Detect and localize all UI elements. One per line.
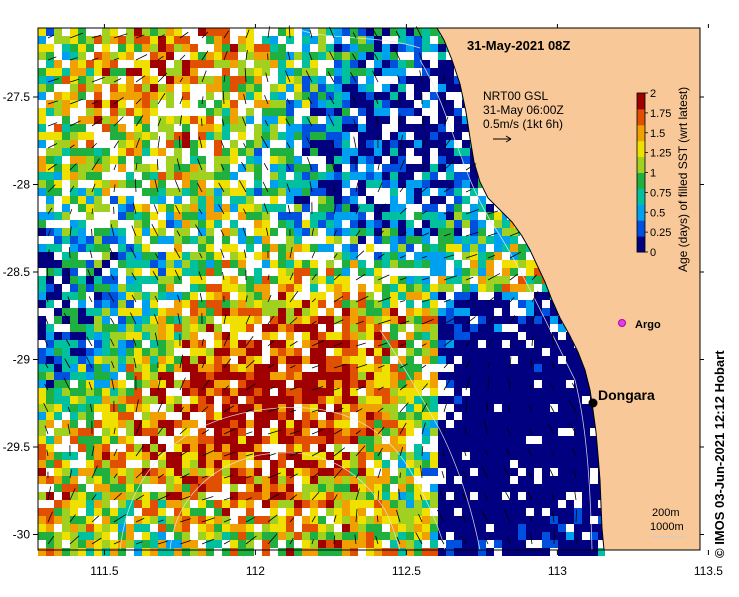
credit-text: © IMOS 03-Jun-2021 12:12 Hobart bbox=[712, 350, 727, 558]
colorbar-tick-label: 0.75 bbox=[650, 187, 671, 199]
colorbar-segment bbox=[637, 93, 645, 109]
colorbar-tick-label: 0.25 bbox=[650, 227, 671, 239]
y-tick-label: -29.5 bbox=[3, 440, 31, 454]
colorbar-tick-label: 1.25 bbox=[650, 148, 671, 160]
x-tick-label: 113 bbox=[548, 564, 567, 578]
colorbar-tick-label: 0.5 bbox=[650, 207, 665, 219]
argo-marker bbox=[619, 320, 626, 327]
y-tick-label: -29 bbox=[13, 353, 31, 367]
colorbar-segment bbox=[637, 157, 645, 173]
map-title: 31-May-2021 08Z bbox=[467, 38, 570, 53]
vector-time-label: 31-May 06:00Z bbox=[483, 103, 564, 117]
contour-legend-200m: 200m bbox=[652, 507, 680, 519]
colorbar-segment bbox=[637, 125, 645, 141]
argo-label: Argo bbox=[635, 319, 661, 331]
colorbar-segment bbox=[637, 236, 645, 252]
y-tick-label: -28 bbox=[13, 178, 31, 192]
colorbar-segment bbox=[637, 173, 645, 189]
colorbar-tick-label: 0 bbox=[650, 247, 656, 259]
contour-legend-1000m: 1000m bbox=[650, 521, 684, 533]
colorbar-segment bbox=[637, 141, 645, 157]
colorbar-tick-label: 1 bbox=[650, 168, 656, 180]
colorbar-segment bbox=[637, 204, 645, 220]
colorbar-tick-label: 1.75 bbox=[650, 108, 671, 120]
dongara-marker bbox=[589, 399, 598, 408]
x-tick-label: 112.5 bbox=[392, 564, 421, 578]
x-tick-label: 113.5 bbox=[694, 564, 723, 578]
dongara-label: Dongara bbox=[598, 387, 655, 403]
y-tick-label: -27.5 bbox=[3, 90, 31, 104]
y-tick-label: -30 bbox=[13, 528, 31, 542]
x-tick-label: 111.5 bbox=[90, 564, 119, 578]
x-tick-label: 112 bbox=[246, 564, 265, 578]
colorbar-tick-label: 1.5 bbox=[650, 128, 665, 140]
colorbar-segment bbox=[637, 220, 645, 236]
vector-scale-label: 0.5m/s (1kt 6h) bbox=[483, 117, 563, 131]
colorbar-segment bbox=[637, 188, 645, 204]
colorbar-segment bbox=[637, 109, 645, 125]
vector-source-label: NRT00 GSL bbox=[483, 89, 548, 103]
colorbar-label: Age (days) of filled SST (wrt latest) bbox=[676, 87, 690, 272]
colorbar-tick-label: 2 bbox=[650, 88, 656, 100]
y-tick-label: -28.5 bbox=[3, 265, 31, 279]
